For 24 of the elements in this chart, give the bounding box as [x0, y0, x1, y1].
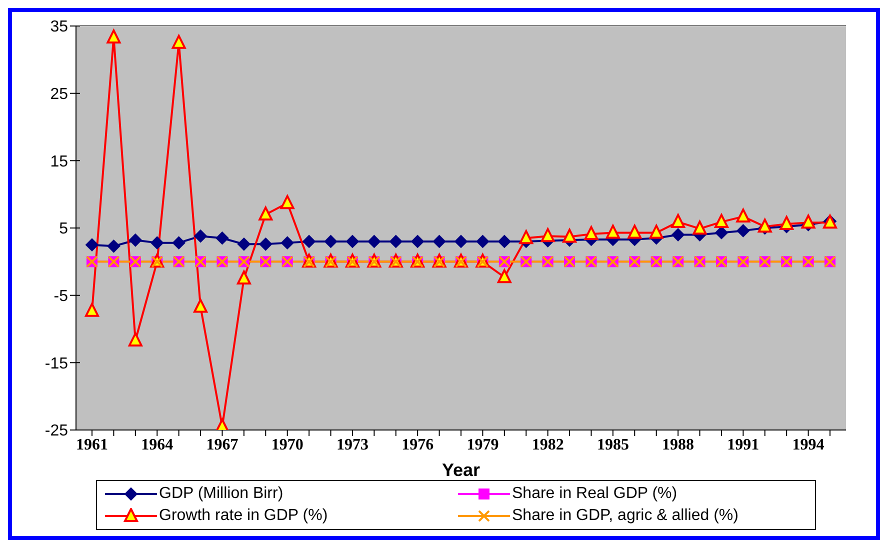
y-tick-label: 35: [50, 18, 68, 36]
legend-label: GDP (Million Birr): [159, 485, 284, 503]
x-tick-label: 1991: [727, 436, 760, 454]
y-tick-label: -5: [54, 288, 68, 306]
x-tick-label: 1988: [662, 436, 694, 454]
y-tick-label: 5: [59, 220, 68, 238]
y-tick-label: -15: [44, 355, 68, 372]
legend-label: Share in Real GDP (%): [512, 485, 678, 503]
x-tick-label: 1994: [792, 436, 824, 454]
y-tick-label: -25: [44, 422, 68, 440]
y-tick-label: 25: [50, 86, 68, 104]
x-tick-label: 1976: [402, 436, 434, 454]
x-tick-label: 1973: [336, 436, 368, 454]
x-tick-label: 1985: [596, 436, 629, 454]
y-tick-label: 15: [50, 153, 68, 170]
legend-label: Growth rate in GDP (%): [159, 507, 328, 525]
x-tick-label: 1964: [141, 436, 174, 454]
x-tick-label: 1979: [466, 436, 499, 454]
x-tick-label: 1967: [206, 436, 238, 454]
x-axis-title: Year: [442, 460, 480, 480]
x-tick-label: 1982: [532, 436, 564, 454]
x-tick-label: 1970: [271, 436, 304, 454]
x-tick-label: 1961: [76, 436, 108, 454]
legend-label: Share in GDP, agric & allied (%): [512, 507, 738, 525]
